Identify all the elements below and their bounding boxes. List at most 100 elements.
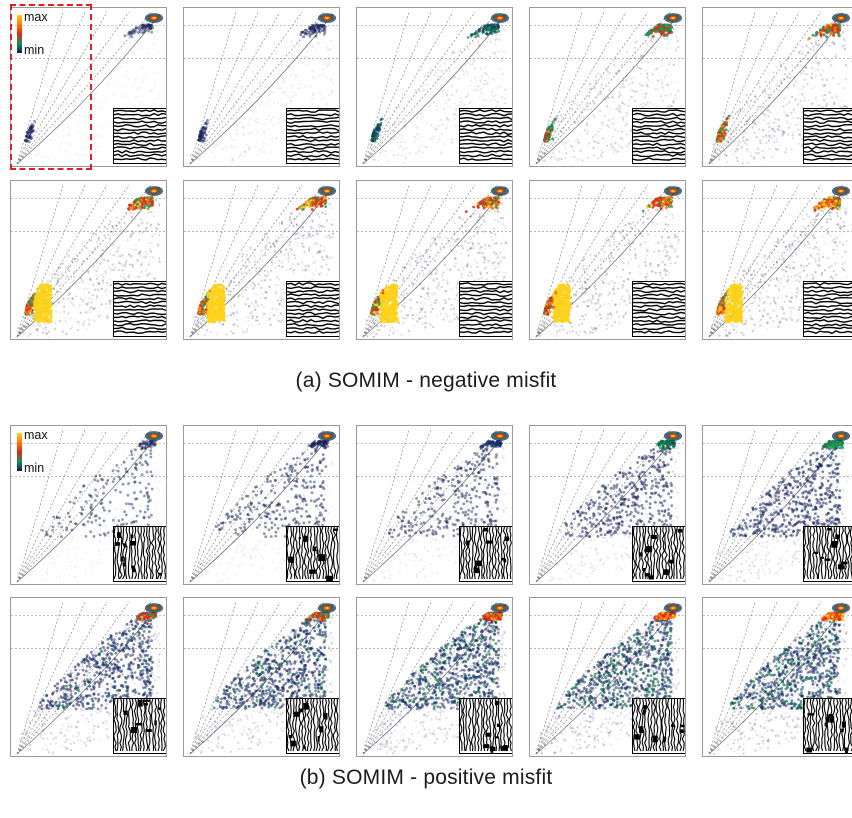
lamella-stroke xyxy=(633,326,685,331)
lamella-stroke xyxy=(491,527,495,580)
lamella-stroke xyxy=(633,138,685,143)
lamella-stroke xyxy=(633,319,685,323)
reference-curve xyxy=(16,429,64,583)
precipitate-blob xyxy=(807,713,815,716)
lamella-stroke xyxy=(804,120,852,124)
hotspot xyxy=(325,435,329,437)
lamella-stroke xyxy=(462,527,466,580)
lamella-stroke xyxy=(804,138,852,143)
lamella-stroke xyxy=(122,527,126,580)
precipitate-blob xyxy=(845,747,848,753)
colorbar-max-label: max xyxy=(24,10,48,24)
reference-curve xyxy=(708,601,822,755)
hotspot xyxy=(498,607,502,609)
lamella-stroke xyxy=(114,699,117,752)
precipitate-blob xyxy=(303,702,309,710)
reference-curve xyxy=(189,429,281,583)
precipitate-blob xyxy=(489,746,496,751)
lamella-stroke xyxy=(136,527,140,580)
lamella-stroke xyxy=(326,699,331,752)
precipitate-blob xyxy=(495,700,499,706)
reference-curve xyxy=(189,11,303,165)
lamella-stroke xyxy=(287,127,339,132)
lamella-stroke xyxy=(460,157,512,161)
lamella-stroke xyxy=(804,153,852,158)
density-plot xyxy=(11,184,166,339)
reference-curve xyxy=(362,11,432,165)
lamella-stroke xyxy=(114,146,166,150)
reference-curve xyxy=(708,184,756,338)
lamella-stroke xyxy=(485,527,489,580)
lamella-stroke xyxy=(306,527,310,580)
lamella-stroke xyxy=(649,699,653,752)
lamella-stroke xyxy=(287,304,339,308)
reference-curve xyxy=(708,429,800,583)
lamella-stroke xyxy=(829,699,833,752)
lamella-stroke xyxy=(148,527,152,580)
precipitate-blob xyxy=(117,532,122,538)
precipitate-blob xyxy=(824,722,828,727)
lamella-stroke xyxy=(681,527,685,580)
lamella-stroke xyxy=(482,699,486,752)
density-panel xyxy=(183,7,340,167)
lamella-stroke xyxy=(159,527,163,580)
colorbar: max min xyxy=(15,10,55,56)
reference-curve xyxy=(535,184,583,338)
lamella-stroke xyxy=(114,315,166,319)
precipitate-blob xyxy=(496,723,500,727)
hotspot xyxy=(498,190,502,192)
lamella-stroke xyxy=(156,527,161,580)
lamella-stroke xyxy=(287,282,339,286)
density-panel xyxy=(529,180,686,340)
lamella-stroke xyxy=(287,124,339,128)
precipitate-blob xyxy=(644,573,651,577)
lamella-stroke xyxy=(829,527,833,580)
precipitate-blob xyxy=(663,736,665,743)
lamella-stroke xyxy=(114,297,166,301)
lamella-stroke xyxy=(635,699,639,752)
caption-positive-misfit: (b) SOMIM - positive misfit xyxy=(299,766,553,789)
precipitate-blob xyxy=(486,540,493,544)
lamella-stroke xyxy=(675,699,680,752)
precipitate-blob xyxy=(642,709,646,715)
lamella-stroke xyxy=(287,322,339,327)
reference-curve xyxy=(16,601,108,755)
lamella-stroke xyxy=(678,527,682,580)
reference-curve xyxy=(708,601,778,755)
lamella-stroke xyxy=(460,319,512,323)
hotspot xyxy=(671,17,675,19)
reference-curve xyxy=(535,11,649,165)
lamella-stroke xyxy=(835,699,839,752)
colorbar-max-label: max xyxy=(24,428,48,442)
lamella-stroke xyxy=(633,699,636,752)
precipitate-blob xyxy=(824,558,831,561)
lamella-stroke xyxy=(335,527,339,580)
density-panel xyxy=(356,7,513,167)
lamella-stroke xyxy=(804,315,852,320)
microstructure-inset xyxy=(632,108,685,164)
density-plot xyxy=(357,601,512,755)
lamella-stroke xyxy=(633,311,685,316)
precipitate-blob xyxy=(485,732,491,737)
lamella-stroke xyxy=(832,527,836,580)
hotspot xyxy=(152,607,156,609)
lamella-stroke xyxy=(817,699,822,752)
density-plot xyxy=(357,11,512,165)
reference-curve xyxy=(535,601,605,755)
lamella-stroke xyxy=(804,300,852,305)
lamella-stroke xyxy=(114,112,166,117)
precipitate-blob xyxy=(302,746,306,749)
lamella-stroke xyxy=(133,699,138,752)
lamella-stroke xyxy=(502,527,507,580)
lamella-stroke xyxy=(655,527,659,580)
lamella-stroke xyxy=(114,311,166,316)
density-panel xyxy=(10,597,167,757)
precipitate-blob xyxy=(309,569,316,574)
lamella-stroke xyxy=(114,330,166,335)
lamella-stroke xyxy=(633,124,685,128)
lamella-stroke xyxy=(806,699,810,752)
lamella-stroke xyxy=(633,131,685,135)
lamella-stroke xyxy=(460,330,512,334)
lamella-stroke xyxy=(804,285,852,289)
lamella-stroke xyxy=(804,330,852,335)
